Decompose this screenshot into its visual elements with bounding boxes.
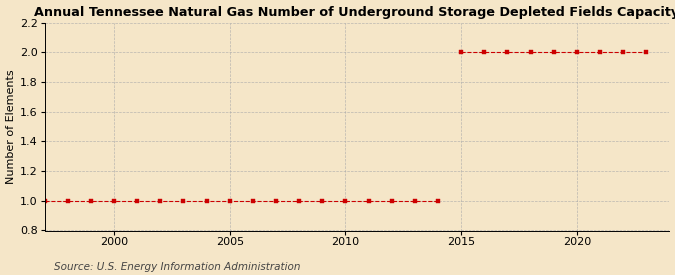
Text: Source: U.S. Energy Information Administration: Source: U.S. Energy Information Administ… xyxy=(54,262,300,272)
Y-axis label: Number of Elements: Number of Elements xyxy=(5,69,16,184)
Title: Annual Tennessee Natural Gas Number of Underground Storage Depleted Fields Capac: Annual Tennessee Natural Gas Number of U… xyxy=(34,6,675,18)
